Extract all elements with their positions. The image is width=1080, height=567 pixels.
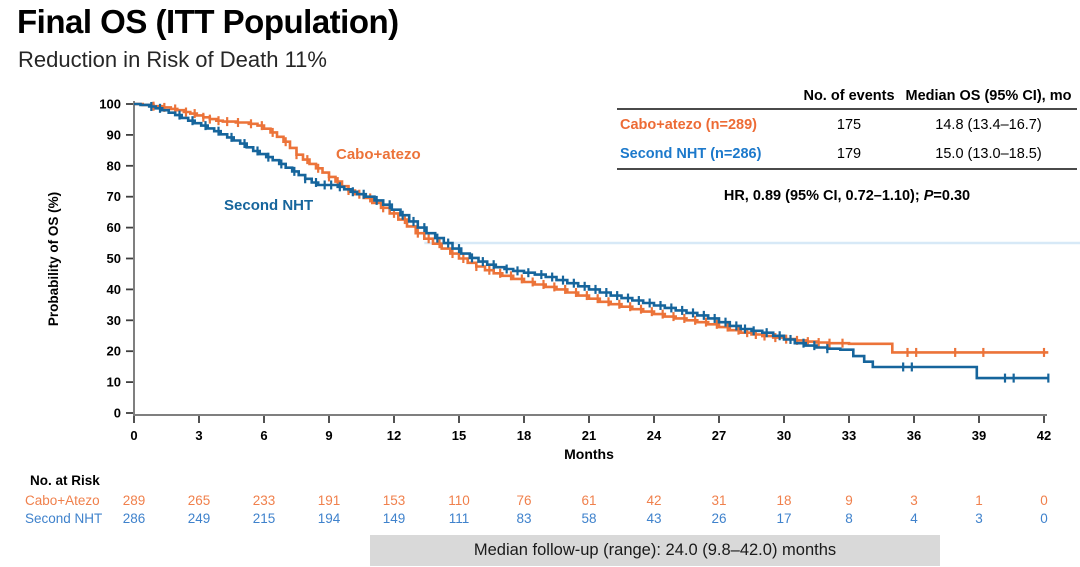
y-tick-label: 50 [107, 251, 121, 266]
risk-count: 0 [1040, 493, 1048, 508]
p-value: =0.30 [933, 188, 971, 204]
y-tick-label: 60 [107, 220, 121, 235]
risk-count: 110 [448, 493, 470, 508]
x-tick-label: 6 [260, 428, 267, 443]
y-tick-label: 40 [107, 282, 121, 297]
risk-count: 61 [581, 493, 596, 508]
stats-row-label: Cabo+atezo (n=289) [620, 116, 757, 133]
y-tick-label: 10 [107, 375, 121, 390]
risk-row-label-second-nht: Second NHT [25, 511, 103, 526]
stats-row-cabo-atezo: Cabo+atezo (n=289) 175 14.8 (13.4–16.7) [617, 110, 1077, 139]
x-tick-label: 42 [1037, 428, 1051, 443]
risk-count: 31 [711, 493, 726, 508]
risk-count: 0 [1040, 511, 1048, 526]
hazard-ratio-note: HR, 0.89 (95% CI, 0.72–1.10); P=0.30 [617, 188, 1077, 204]
risk-count: 153 [383, 493, 406, 508]
stats-row-label: Second NHT (n=286) [620, 145, 762, 162]
x-axis-title: Months [564, 446, 614, 462]
stats-table: No. of events Median OS (95% CI), mo Cab… [617, 87, 1077, 170]
x-tick-label: 33 [842, 428, 856, 443]
risk-count: 1 [975, 493, 983, 508]
y-tick-label: 0 [114, 406, 121, 421]
risk-count: 191 [318, 493, 341, 508]
risk-count: 215 [253, 511, 276, 526]
x-tick-label: 9 [325, 428, 332, 443]
risk-row-label-cabo-atezo: Cabo+Atezo [25, 493, 100, 508]
y-tick-label: 90 [107, 127, 121, 142]
curve-label-cabo-atezo: Cabo+atezo [336, 146, 421, 163]
risk-count: 43 [646, 511, 661, 526]
x-tick-label: 15 [452, 428, 466, 443]
risk-count: 111 [449, 511, 470, 526]
risk-count: 194 [318, 511, 341, 526]
km-curve-cabo-atezo [134, 102, 1049, 354]
risk-count: 249 [188, 511, 211, 526]
p-italic: P [923, 188, 934, 204]
risk-count: 83 [516, 511, 531, 526]
risk-count: 149 [383, 511, 406, 526]
risk-count: 9 [845, 493, 853, 508]
risk-count: 42 [646, 493, 661, 508]
risk-count: 289 [123, 493, 146, 508]
x-tick-label: 18 [517, 428, 531, 443]
x-tick-label: 12 [387, 428, 401, 443]
risk-count: 233 [253, 493, 276, 508]
risk-count: 18 [776, 493, 791, 508]
x-tick-label: 0 [130, 428, 137, 443]
stats-row-median: 15.0 (13.0–18.5) [935, 145, 1042, 162]
y-tick-label: 100 [99, 97, 121, 112]
stats-row-median: 14.8 (13.4–16.7) [935, 116, 1042, 133]
hr-text: HR, 0.89 (95% CI, 0.72–1.10); [723, 188, 924, 204]
x-tick-label: 3 [195, 428, 202, 443]
stats-row-events: 175 [836, 116, 862, 133]
x-tick-label: 36 [907, 428, 921, 443]
x-tick-label: 21 [582, 428, 596, 443]
stats-table-body: Cabo+atezo (n=289) 175 14.8 (13.4–16.7) … [617, 110, 1077, 170]
stats-header-median: Median OS (95% CI), mo [905, 88, 1072, 104]
y-tick-label: 20 [107, 344, 121, 359]
page-title: Final OS (ITT Population) [17, 3, 399, 40]
curve-label-second-nht: Second NHT [224, 197, 314, 214]
risk-count: 76 [516, 493, 531, 508]
stats-header-events: No. of events [803, 88, 895, 104]
followup-text: Median follow-up (range): 24.0 (9.8–42.0… [473, 541, 837, 559]
x-tick-label: 27 [712, 428, 726, 443]
risk-count: 8 [845, 511, 853, 526]
y-tick-label: 30 [107, 313, 121, 328]
stats-row-events: 179 [836, 145, 862, 162]
risk-count: 17 [776, 511, 791, 526]
x-tick-label: 39 [972, 428, 986, 443]
risk-count: 265 [188, 493, 211, 508]
risk-count: 58 [581, 511, 596, 526]
x-tick-label: 30 [777, 428, 791, 443]
followup-note: Median follow-up (range): 24.0 (9.8–42.0… [370, 535, 940, 566]
km-curve-second-nht [134, 102, 1049, 380]
risk-count: 3 [910, 493, 918, 508]
risk-count: 4 [910, 511, 918, 526]
risk-count: 286 [123, 511, 146, 526]
risk-count: 3 [975, 511, 983, 526]
x-tick-label: 24 [647, 428, 662, 443]
risk-count: 26 [711, 511, 726, 526]
stats-row-second-nht: Second NHT (n=286) 179 15.0 (13.0–18.5) [617, 139, 1077, 168]
stats-table-header: No. of events Median OS (95% CI), mo [617, 87, 1077, 110]
page-subtitle: Reduction in Risk of Death 11% [18, 47, 327, 72]
y-axis-title: Probability of OS (%) [46, 192, 61, 326]
risk-table-title: No. at Risk [30, 473, 100, 488]
y-tick-label: 70 [107, 189, 121, 204]
y-tick-label: 80 [107, 158, 121, 173]
